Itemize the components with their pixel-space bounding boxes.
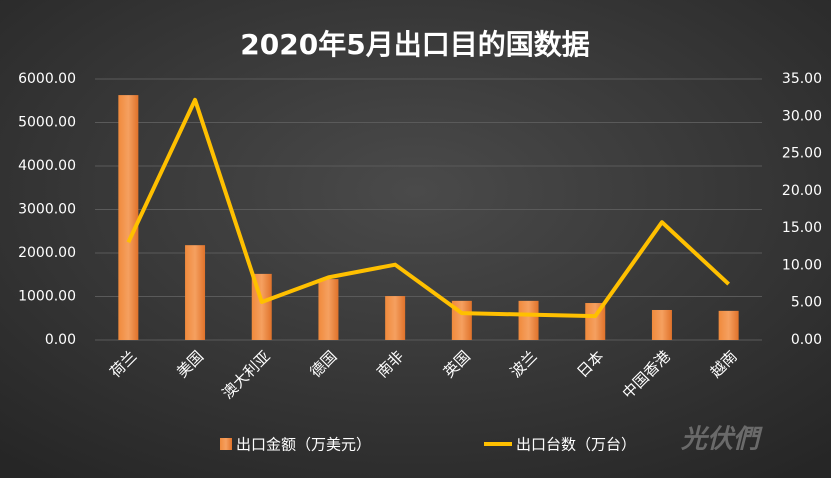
y2-tick-label: 0.00	[791, 332, 822, 348]
y-tick-label: 1000.00	[18, 289, 76, 305]
bar	[518, 300, 539, 340]
bar	[651, 309, 672, 340]
watermark: 光伏們	[680, 425, 763, 455]
y2-tick-label: 5.00	[791, 295, 822, 311]
legend-swatch	[220, 438, 232, 450]
bar	[318, 279, 339, 340]
y2-tick-label: 15.00	[782, 220, 822, 236]
y2-tick-label: 25.00	[782, 146, 822, 162]
line	[126, 97, 731, 319]
y-tick-label: 4000.00	[18, 158, 76, 174]
legend-label: 出口台数（万台）	[516, 436, 636, 454]
y-tick-label: 5000.00	[18, 115, 76, 131]
chart-title: 2020年5月出口目的国数据	[240, 28, 589, 61]
bar	[718, 310, 739, 340]
legend-label: 出口金额（万美元）	[236, 436, 371, 454]
y2-tick-label: 30.00	[782, 108, 822, 124]
y2-tick-label: 10.00	[782, 257, 822, 273]
bar	[185, 245, 206, 340]
bar	[385, 296, 406, 340]
y-tick-label: 0.00	[45, 332, 76, 348]
y-tick-label: 3000.00	[18, 202, 76, 218]
y-tick-label: 2000.00	[18, 245, 76, 261]
y2-tick-label: 20.00	[782, 183, 822, 199]
y-tick-label: 6000.00	[18, 71, 76, 87]
y2-tick-label: 35.00	[782, 71, 822, 87]
bar	[118, 95, 139, 340]
